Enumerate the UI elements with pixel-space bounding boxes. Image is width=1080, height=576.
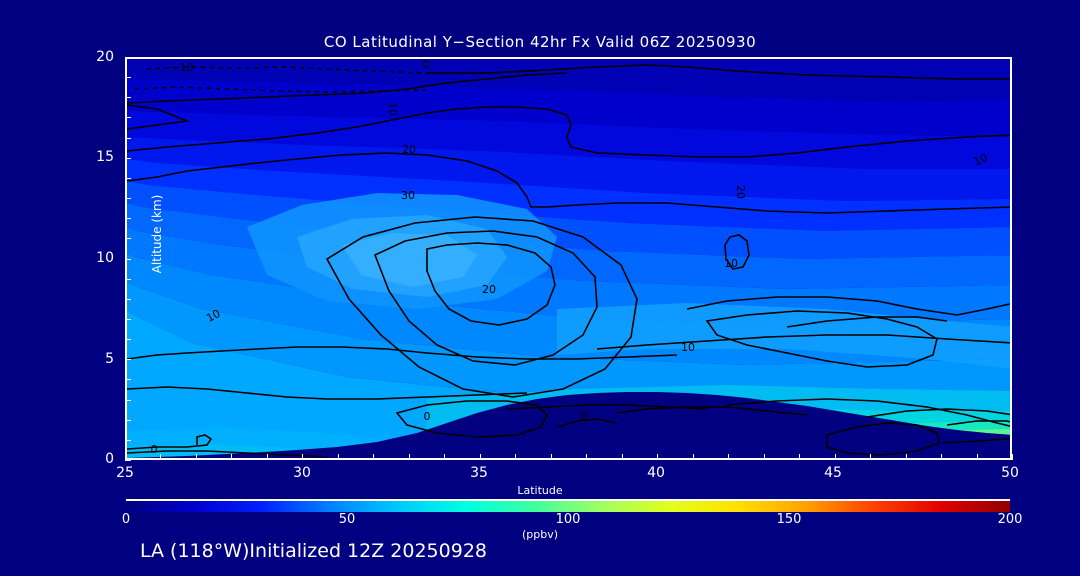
colorbar-tick-100: 100 [555,512,581,527]
svg-text:10: 10 [972,151,990,168]
svg-text:−10: −10 [170,61,193,74]
x-tick-minor [231,454,233,460]
x-tick-label-35: 35 [470,465,488,481]
x-tick-minor [657,454,659,460]
svg-text:0: 0 [423,59,430,71]
x-tick-minor [763,454,765,460]
contour-label-group: −10 0 10 20 30 20 20 10 10 10 10 0 0 0 [151,59,990,456]
y-tick-minor [125,379,131,381]
x-tick-minor [302,454,304,460]
x-tick-minor [479,454,481,460]
x-tick-minor [125,454,126,460]
x-tick-label-25: 25 [116,465,134,481]
y-tick-minor [125,218,131,220]
x-tick-minor [905,454,907,460]
x-tick-label-40: 40 [647,465,665,481]
contour-lines [127,64,1010,458]
x-tick-minor [586,454,588,460]
y-tick-label-0: 0 [105,451,114,467]
x-tick-minor [444,454,446,460]
x-tick-minor [1012,454,1013,460]
y-tick-label-15: 15 [96,149,114,165]
svg-text:0: 0 [424,410,431,423]
x-tick-minor [834,454,836,460]
x-tick-minor [870,454,872,460]
y-tick-minor [125,359,131,361]
svg-text:30: 30 [401,189,415,202]
y-tick-minor [125,439,131,441]
x-tick-minor [408,454,410,460]
svg-text:10: 10 [681,341,695,354]
page-title: CO Latitudinal Y−Section 42hr Fx Valid 0… [323,33,757,51]
x-tick-minor [799,454,801,460]
svg-text:10: 10 [386,102,399,116]
colorbar-unit-label: (ppbv) [521,528,559,541]
x-tick-minor [728,454,730,460]
colorbar-gradient [126,501,1010,512]
svg-text:20: 20 [402,143,416,156]
x-tick-minor [373,454,375,460]
colorbar-tick-150: 150 [776,512,802,527]
x-tick-minor [266,454,268,460]
x-tick-minor [160,454,162,460]
y-tick-minor [125,298,131,300]
y-tick-minor [125,399,131,401]
plot-frame: −10 0 10 20 30 20 20 10 10 10 10 0 0 0 [125,57,1012,460]
x-tick-minor [515,454,517,460]
y-tick-minor [125,57,131,58]
y-tick-minor [125,460,131,461]
x-tick-minor [337,454,339,460]
colorbar-tick-200: 200 [997,512,1023,527]
y-tick-minor [125,339,131,341]
footer-caption: LA (118°W)Initialized 12Z 20250928 [140,540,487,562]
x-tick-minor [195,454,197,460]
y-tick-minor [125,258,131,260]
svg-text:0: 0 [581,410,588,423]
x-tick-minor [692,454,694,460]
terrain-mask [127,392,1010,458]
y-axis-title: Altitude (km) [150,194,164,274]
svg-text:20: 20 [734,185,747,199]
plot-area: −10 0 10 20 30 20 20 10 10 10 10 0 0 0 A… [125,57,1012,460]
y-tick-minor [125,198,131,200]
y-tick-minor [125,77,131,79]
y-tick-minor [125,238,131,240]
y-tick-minor [125,177,131,179]
y-tick-minor [125,117,131,119]
y-tick-minor [125,137,131,139]
x-tick-minor [550,454,552,460]
x-tick-minor [941,454,943,460]
x-tick-minor [976,454,978,460]
y-tick-minor [125,278,131,280]
colorbar [126,499,1010,512]
y-tick-minor [125,157,131,159]
colorbar-tick-0: 0 [121,512,131,527]
svg-text:0: 0 [151,443,158,456]
x-tick-minor [621,454,623,460]
y-tick-label-20: 20 [96,49,114,65]
svg-text:10: 10 [724,257,738,270]
colorbar-tick-50: 50 [338,512,356,527]
x-tick-label-30: 30 [293,465,311,481]
y-tick-label-5: 5 [105,351,114,367]
x-tick-label-45: 45 [824,465,842,481]
y-tick-minor [125,97,131,99]
x-axis-title: Latitude [517,484,563,497]
cross-section-plot: −10 0 10 20 30 20 20 10 10 10 10 0 0 0 [127,59,1010,458]
y-tick-label-10: 10 [96,250,114,266]
svg-text:10: 10 [204,307,222,325]
svg-text:20: 20 [482,283,496,296]
y-tick-minor [125,419,131,421]
x-tick-label-50: 50 [1001,465,1019,481]
y-tick-minor [125,318,131,320]
